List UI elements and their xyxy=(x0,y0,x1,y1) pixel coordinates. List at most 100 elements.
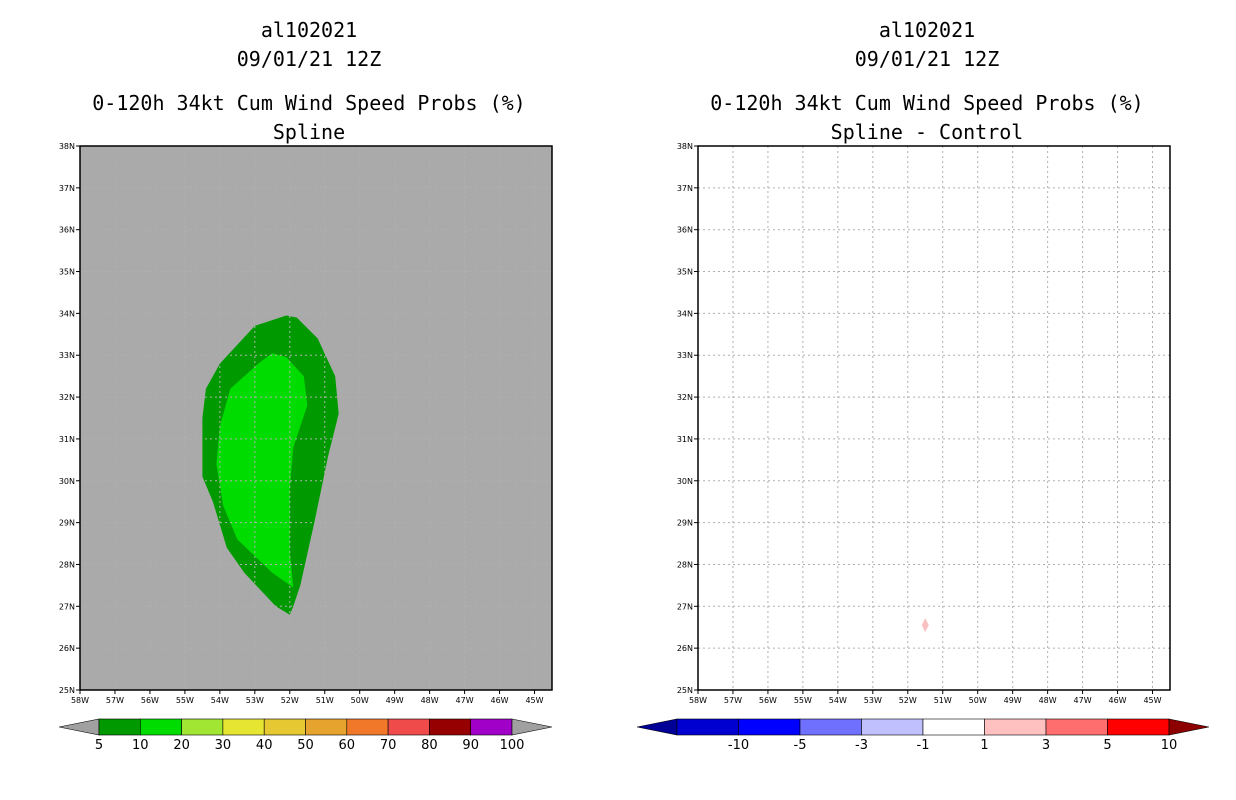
x-tick-label: 45W xyxy=(1143,696,1161,705)
y-tick-label: 28N xyxy=(59,560,75,569)
x-tick-label: 54W xyxy=(211,696,229,705)
colorbar-label: -1 xyxy=(917,738,930,753)
x-tick-label: 46W xyxy=(491,696,509,705)
x-tick-label: 49W xyxy=(1004,696,1022,705)
colorbar-label: 5 xyxy=(1103,738,1111,753)
x-tick-label: 46W xyxy=(1109,696,1127,705)
colorbar-label: 90 xyxy=(462,738,479,753)
colorbar-high-arrow xyxy=(511,718,553,736)
x-tick-label: 56W xyxy=(759,696,777,705)
colorbar-swatch xyxy=(922,718,985,736)
y-tick-label: 36N xyxy=(59,226,75,235)
x-tick-label: 49W xyxy=(386,696,404,705)
left-probability-map: 58W 57W 56W 55W 54W 53W 52W 51W 50W 49W 48W 47W 46W 4… xyxy=(59,142,553,753)
x-tick-label: 53W xyxy=(246,696,264,705)
colorbar-label: -10 xyxy=(728,738,749,753)
left-date: 09/01/21 12Z xyxy=(236,47,382,71)
colorbar-swatch xyxy=(984,718,1047,736)
y-tick-label: 38N xyxy=(677,142,693,151)
colorbar-swatch xyxy=(1045,718,1108,736)
x-tick-label: 57W xyxy=(106,696,124,705)
y-tick-label: 38N xyxy=(59,142,75,151)
x-tick-label: 56W xyxy=(141,696,159,705)
x-tick-label: 50W xyxy=(351,696,369,705)
y-tick-label: 29N xyxy=(59,519,75,528)
left-storm-id: al102021 xyxy=(260,18,358,42)
right-storm-id: al102021 xyxy=(878,18,976,42)
colorbar-label: 100 xyxy=(500,738,525,753)
x-tick-label: 55W xyxy=(176,696,194,705)
x-tick-label: 50W xyxy=(969,696,987,705)
colorbar-label: 20 xyxy=(173,738,190,753)
left-chart-title: 0-120h 34kt Cum Wind Speed Probs (%) xyxy=(92,91,526,115)
y-tick-label: 27N xyxy=(677,602,693,611)
colorbar-label: 10 xyxy=(1161,738,1178,753)
x-tick-label: 55W xyxy=(794,696,812,705)
colorbar-swatch xyxy=(861,718,924,736)
colorbar-swatch xyxy=(738,718,801,736)
x-tick-label: 53W xyxy=(864,696,882,705)
x-tick-label: 58W xyxy=(689,696,707,705)
y-tick-label: 32N xyxy=(677,393,693,402)
y-tick-label: 33N xyxy=(59,351,75,360)
y-tick-label: 30N xyxy=(59,477,75,486)
x-tick-label: 47W xyxy=(1074,696,1092,705)
colorbar-label: 1 xyxy=(980,738,988,753)
colorbar-high-arrow xyxy=(1168,718,1210,736)
x-tick-label: 52W xyxy=(281,696,299,705)
y-tick-label: 25N xyxy=(59,686,75,695)
map-background xyxy=(698,146,1170,690)
right-date: 09/01/21 12Z xyxy=(854,47,1000,71)
colorbar-swatch xyxy=(1107,718,1170,736)
x-tick-label: 45W xyxy=(525,696,543,705)
difference-marker xyxy=(921,618,929,633)
colorbar-label: -5 xyxy=(794,738,807,753)
colorbar-swatch xyxy=(799,718,862,736)
y-tick-label: 31N xyxy=(677,435,693,444)
x-tick-label: 48W xyxy=(421,696,439,705)
y-tick-label: 27N xyxy=(59,602,75,611)
x-tick-label: 57W xyxy=(724,696,742,705)
y-tick-label: 26N xyxy=(59,644,75,653)
colorbar-label: 10 xyxy=(132,738,149,753)
colorbar-label: 80 xyxy=(421,738,438,753)
y-tick-label: 32N xyxy=(59,393,75,402)
y-tick-label: 28N xyxy=(677,560,693,569)
y-tick-label: 35N xyxy=(677,268,693,277)
colorbar-label: -3 xyxy=(855,738,868,753)
y-tick-label: 30N xyxy=(677,477,693,486)
map-frame xyxy=(697,145,1171,691)
x-tick-label: 52W xyxy=(899,696,917,705)
x-tick-label: 47W xyxy=(456,696,474,705)
y-tick-label: 36N xyxy=(677,226,693,235)
y-tick-label: 31N xyxy=(59,435,75,444)
left-title-block: al102021 09/01/21 12Z 0-120h 34kt Cum Wi… xyxy=(74,16,544,147)
left-chart-subtitle: Spline xyxy=(272,120,346,144)
colorbar-label: 40 xyxy=(256,738,273,753)
map-frame xyxy=(79,145,553,691)
colorbar-label: 50 xyxy=(297,738,314,753)
colorbar-label: 70 xyxy=(380,738,397,753)
y-tick-label: 29N xyxy=(677,519,693,528)
y-tick-label: 25N xyxy=(677,686,693,695)
colorbar-label: 5 xyxy=(95,738,103,753)
y-tick-label: 26N xyxy=(677,644,693,653)
colorbar-swatch xyxy=(676,718,739,736)
x-tick-label: 58W xyxy=(71,696,89,705)
y-tick-label: 37N xyxy=(677,184,693,193)
x-tick-label: 51W xyxy=(934,696,952,705)
y-tick-label: 35N xyxy=(59,268,75,277)
colorbar-label: 3 xyxy=(1042,738,1050,753)
x-tick-label: 51W xyxy=(316,696,334,705)
x-tick-label: 48W xyxy=(1039,696,1057,705)
x-tick-label: 54W xyxy=(829,696,847,705)
contour-10-percent xyxy=(216,353,308,588)
right-chart-title: 0-120h 34kt Cum Wind Speed Probs (%) xyxy=(710,91,1144,115)
y-tick-label: 34N xyxy=(59,309,75,318)
colorbar-label: 60 xyxy=(339,738,356,753)
colorbar-low-arrow xyxy=(636,718,678,736)
y-tick-label: 33N xyxy=(677,351,693,360)
colorbar-label: 30 xyxy=(215,738,232,753)
y-tick-label: 34N xyxy=(677,309,693,318)
